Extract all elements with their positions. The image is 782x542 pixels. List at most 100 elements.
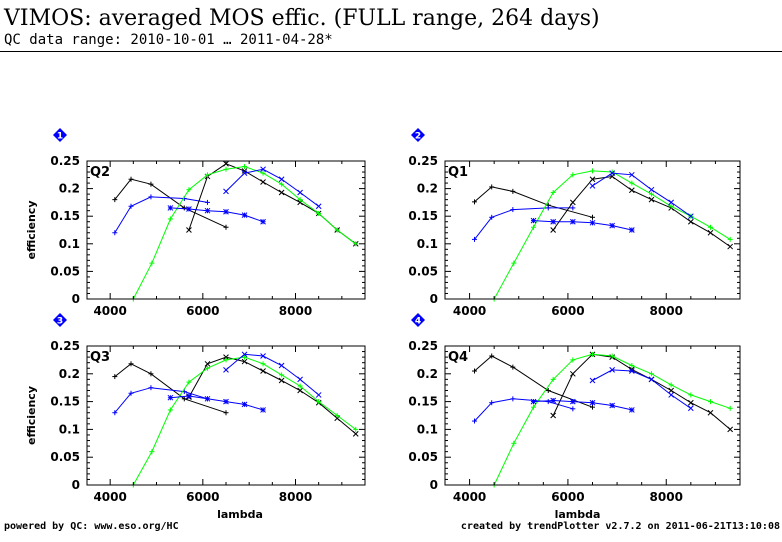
data-point <box>279 181 285 187</box>
data-point <box>545 205 551 211</box>
data-point <box>167 205 174 211</box>
data-point <box>278 189 285 196</box>
data-point <box>279 372 285 378</box>
data-point <box>297 189 303 196</box>
y-tick-label: 0 <box>430 292 438 306</box>
panel-badge-label: 1 <box>57 132 63 142</box>
data-point <box>510 396 516 402</box>
data-point <box>472 418 477 424</box>
data-point <box>590 351 595 357</box>
series-2 <box>472 205 576 242</box>
y-tick-label: 0.05 <box>50 264 80 278</box>
data-point <box>589 182 596 189</box>
data-point <box>181 205 187 211</box>
y-tick-label: 0.15 <box>408 209 438 223</box>
series-6 <box>167 393 266 413</box>
data-point <box>569 370 576 377</box>
data-point <box>223 208 229 215</box>
y-tick-label: 0.1 <box>59 422 80 436</box>
data-point <box>649 371 654 377</box>
data-point <box>260 179 266 185</box>
data-point <box>550 397 557 404</box>
y-tick-label: 0.25 <box>408 339 438 353</box>
x-tick-label: 6000 <box>551 304 584 318</box>
data-point <box>149 260 155 266</box>
data-point <box>241 351 248 358</box>
data-point <box>223 398 229 405</box>
data-point <box>223 166 229 172</box>
series-line <box>170 395 264 411</box>
data-point <box>204 365 210 371</box>
data-point <box>260 361 266 367</box>
data-point <box>204 207 211 214</box>
x-tick-label: 8000 <box>279 490 312 504</box>
data-point <box>472 199 477 205</box>
series-1 <box>112 176 229 230</box>
data-point <box>260 353 266 359</box>
data-point <box>260 368 266 374</box>
x-tick-label: 4000 <box>93 490 126 504</box>
data-point <box>148 181 154 187</box>
x-tick-label: 8000 <box>279 304 312 318</box>
data-point <box>315 203 322 210</box>
series-5 <box>589 367 694 412</box>
data-point <box>260 170 266 176</box>
y-tick-label: 0.2 <box>59 182 80 196</box>
data-point <box>489 353 495 359</box>
data-point <box>668 387 675 394</box>
series-3 <box>550 173 734 250</box>
series-line <box>592 172 692 217</box>
data-point <box>186 206 192 212</box>
data-point <box>628 171 635 178</box>
series-line <box>188 163 356 245</box>
page-title: VIMOS: averaged MOS effic. (FULL range, … <box>4 6 600 31</box>
data-point <box>472 368 477 374</box>
data-point <box>649 191 654 197</box>
y-tick-label: 0 <box>430 478 438 492</box>
data-point <box>128 361 134 367</box>
series-5 <box>223 351 322 398</box>
data-point <box>545 387 551 393</box>
data-point <box>112 410 118 416</box>
data-point <box>112 374 118 380</box>
data-point <box>204 199 210 205</box>
series-1 <box>472 353 595 410</box>
data-point <box>241 358 248 365</box>
data-point <box>204 172 210 178</box>
panel-1: 1 4000 6000 8000 0 0.05 0.1 0.15 0.2 0.25 Q2 effici… <box>25 128 366 318</box>
data-point <box>223 188 229 195</box>
panel-2: 2 4000 6000 8000 0 0.05 0.1 0.15 0.2 0.25 Q1 <box>408 128 741 318</box>
data-point <box>334 413 340 418</box>
data-point <box>530 217 537 224</box>
data-point <box>629 180 635 186</box>
data-point <box>687 405 694 412</box>
header-divider <box>0 51 782 52</box>
footer-powered-by: powered by QC: www.eso.org/HC <box>4 521 179 532</box>
data-point <box>550 376 556 382</box>
data-point <box>167 216 173 222</box>
data-point <box>727 236 733 242</box>
data-point <box>489 400 495 406</box>
y-tick-label: 0 <box>72 292 80 306</box>
data-point <box>278 176 285 183</box>
x-tick-label: 8000 <box>650 490 683 504</box>
data-point <box>112 197 118 203</box>
series-line <box>592 369 692 409</box>
data-point <box>241 401 248 408</box>
data-point <box>128 203 134 209</box>
data-point <box>609 222 616 229</box>
y-tick-label: 0 <box>72 478 80 492</box>
data-point <box>628 227 635 233</box>
data-point <box>570 406 576 412</box>
series-6 <box>530 397 635 413</box>
data-point <box>128 390 134 396</box>
x-tick-label: 4000 <box>93 304 126 318</box>
data-point <box>589 219 596 226</box>
data-point <box>511 440 517 446</box>
data-point <box>223 357 229 363</box>
footer-created-by: created by trendPlotter v2.7.2 on 2011-0… <box>460 521 780 532</box>
series-3 <box>550 351 734 433</box>
data-point <box>148 385 154 391</box>
data-point <box>167 407 173 413</box>
